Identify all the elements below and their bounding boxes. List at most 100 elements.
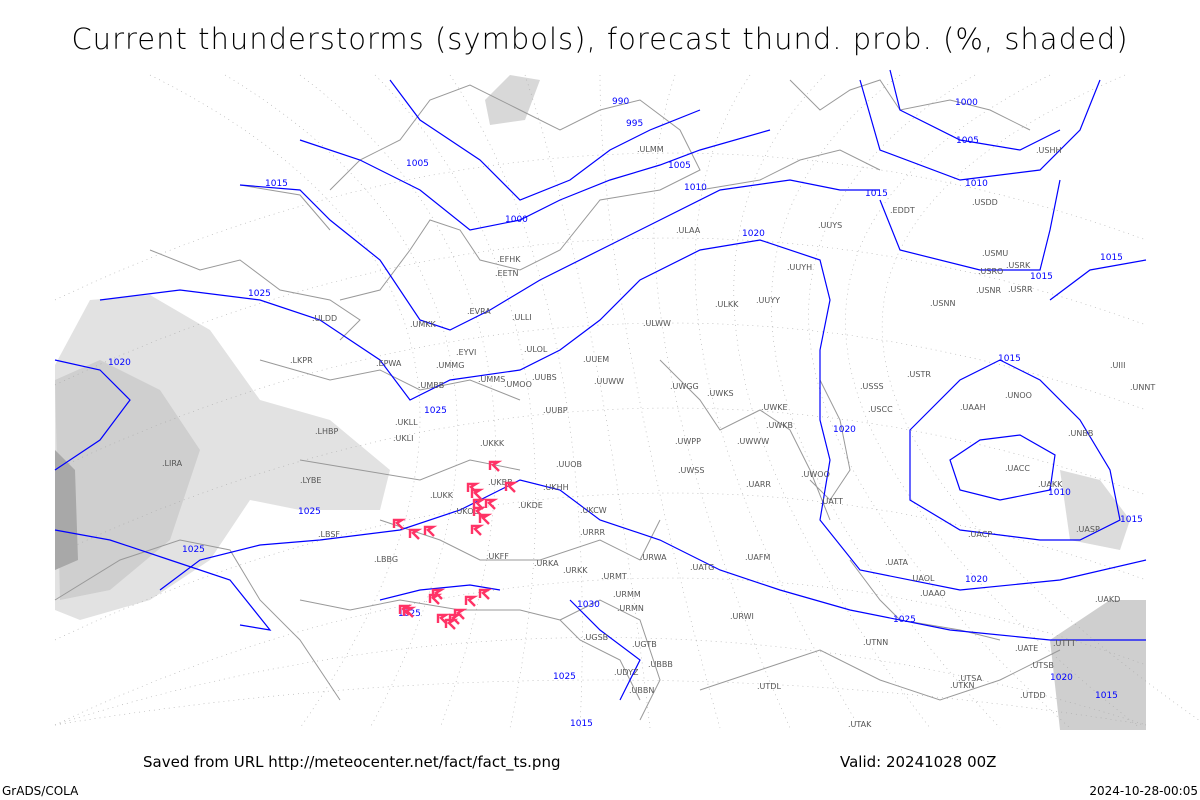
- coastline: [559, 599, 661, 721]
- station-label: .UUBP: [543, 406, 568, 415]
- station-label: .UTAK: [848, 720, 872, 729]
- coastline: [239, 184, 331, 231]
- isobar-label: 1000: [505, 215, 528, 225]
- station-label: .USTR: [907, 370, 931, 379]
- shade-area: [55, 450, 78, 570]
- station-label: .UAKK: [1038, 480, 1063, 489]
- thunderstorm-symbol: [470, 524, 485, 536]
- isobar-label: 1020: [108, 358, 131, 368]
- isobar-label: 1025: [553, 672, 576, 682]
- station-label: .UWOO: [801, 470, 830, 479]
- thunderstorm-symbol: [436, 613, 451, 625]
- station-label: .ULLI: [512, 313, 532, 322]
- coastline: [809, 379, 851, 501]
- station-label: .UTSB: [1030, 661, 1054, 670]
- thunderstorm-symbol: [453, 608, 468, 620]
- isobar: [859, 79, 1101, 181]
- isobar: [239, 179, 880, 331]
- thunderstorm-symbol: [484, 498, 499, 510]
- thunderstorm-symbol: [464, 595, 479, 607]
- station-label: .UKHH: [543, 483, 569, 492]
- station-label: .LIRA: [162, 459, 183, 468]
- map-title: Current thunderstorms (symbols), forecas…: [71, 22, 1129, 56]
- station-label: .UMOO: [504, 380, 532, 389]
- station-label: .UKCW: [580, 506, 607, 515]
- station-label: .USRO: [978, 267, 1003, 276]
- station-label: .URRR: [580, 528, 606, 537]
- station-label: .UUOB: [556, 460, 582, 469]
- thunderstorm-symbol: [444, 618, 459, 630]
- station-label: .URKA: [534, 559, 559, 568]
- thunderstorm-symbol: [478, 588, 493, 600]
- isobar-label: 1025: [298, 507, 321, 517]
- station-label: .UAFM: [745, 553, 770, 562]
- isobar: [569, 599, 641, 701]
- isobar: [99, 239, 1147, 591]
- isobar: [379, 584, 501, 601]
- station-label: .UKFF: [486, 552, 509, 561]
- coastline: [699, 649, 1061, 701]
- station-label: .UTDL: [757, 682, 781, 691]
- software-label: GrADS/COLA: [2, 784, 79, 798]
- station-label: .UATA: [885, 558, 909, 567]
- isobar-label: 1015: [1120, 515, 1143, 525]
- isobar-label: 1005: [406, 159, 429, 169]
- station-label: .USDD: [972, 198, 998, 207]
- station-label: .EYVI: [456, 348, 476, 357]
- station-label: .UAKD: [1095, 595, 1120, 604]
- station-label: .UNOO: [1005, 391, 1032, 400]
- meridian: [299, 74, 496, 729]
- station-label: .LYBE: [300, 476, 321, 485]
- isobar: [159, 479, 1146, 641]
- lat-lon-grid: [54, 74, 1200, 729]
- station-label: .UMKK: [410, 320, 437, 329]
- station-label: .UMMS: [478, 375, 505, 384]
- station-label: .UKLL: [395, 418, 418, 427]
- meridian: [374, 74, 536, 729]
- thunderstorm-symbol: [472, 506, 487, 518]
- coastline: [299, 459, 521, 481]
- station-label: .UMBB: [418, 381, 444, 390]
- meridian: [653, 74, 791, 729]
- station-label: .USRR: [1008, 285, 1033, 294]
- station-label: .UAOL: [910, 574, 935, 583]
- station-label: .UACP: [968, 530, 992, 539]
- station-label: .UBBN: [629, 686, 654, 695]
- meridian: [771, 74, 1001, 729]
- shade-area: [55, 360, 200, 600]
- station-label: .ULMM: [637, 145, 664, 154]
- coastline: [299, 599, 641, 701]
- station-label: .ULOL: [524, 345, 548, 354]
- station-label: .LUKK: [430, 491, 454, 500]
- isobar: [1049, 259, 1147, 301]
- station-label: .ULWW: [643, 319, 671, 328]
- station-label: .UKDE: [518, 501, 543, 510]
- coastlines-borders: [54, 79, 1061, 721]
- coastline: [379, 519, 661, 561]
- isobar: [54, 529, 272, 631]
- station-label: .ULDD: [312, 314, 337, 323]
- station-label: .UATT: [820, 497, 843, 506]
- thunderstorm-symbol: [423, 525, 438, 537]
- station-label: .USNR: [976, 286, 1001, 295]
- station-label: .UNBB: [1068, 429, 1093, 438]
- station-label: .URMM: [613, 590, 641, 599]
- meridian: [881, 74, 1200, 722]
- meridian: [599, 74, 721, 729]
- station-label: .UATE: [1015, 644, 1038, 653]
- coastline: [149, 249, 361, 341]
- station-label: .UWSS: [678, 466, 704, 475]
- isobar: [299, 129, 771, 231]
- station-label: .USCC: [868, 405, 893, 414]
- station-label: .UTSA: [958, 674, 983, 683]
- coastline: [54, 539, 341, 701]
- station-label: .UWKS: [707, 389, 734, 398]
- meridian: [845, 74, 1141, 729]
- station-label: .URWA: [640, 553, 667, 562]
- thunderstorm-symbol: [504, 481, 519, 493]
- isobar-label: 1015: [1095, 691, 1118, 701]
- station-label: .UTDD: [1020, 691, 1046, 700]
- station-label: .USMU: [982, 249, 1008, 258]
- isobar: [909, 359, 1121, 541]
